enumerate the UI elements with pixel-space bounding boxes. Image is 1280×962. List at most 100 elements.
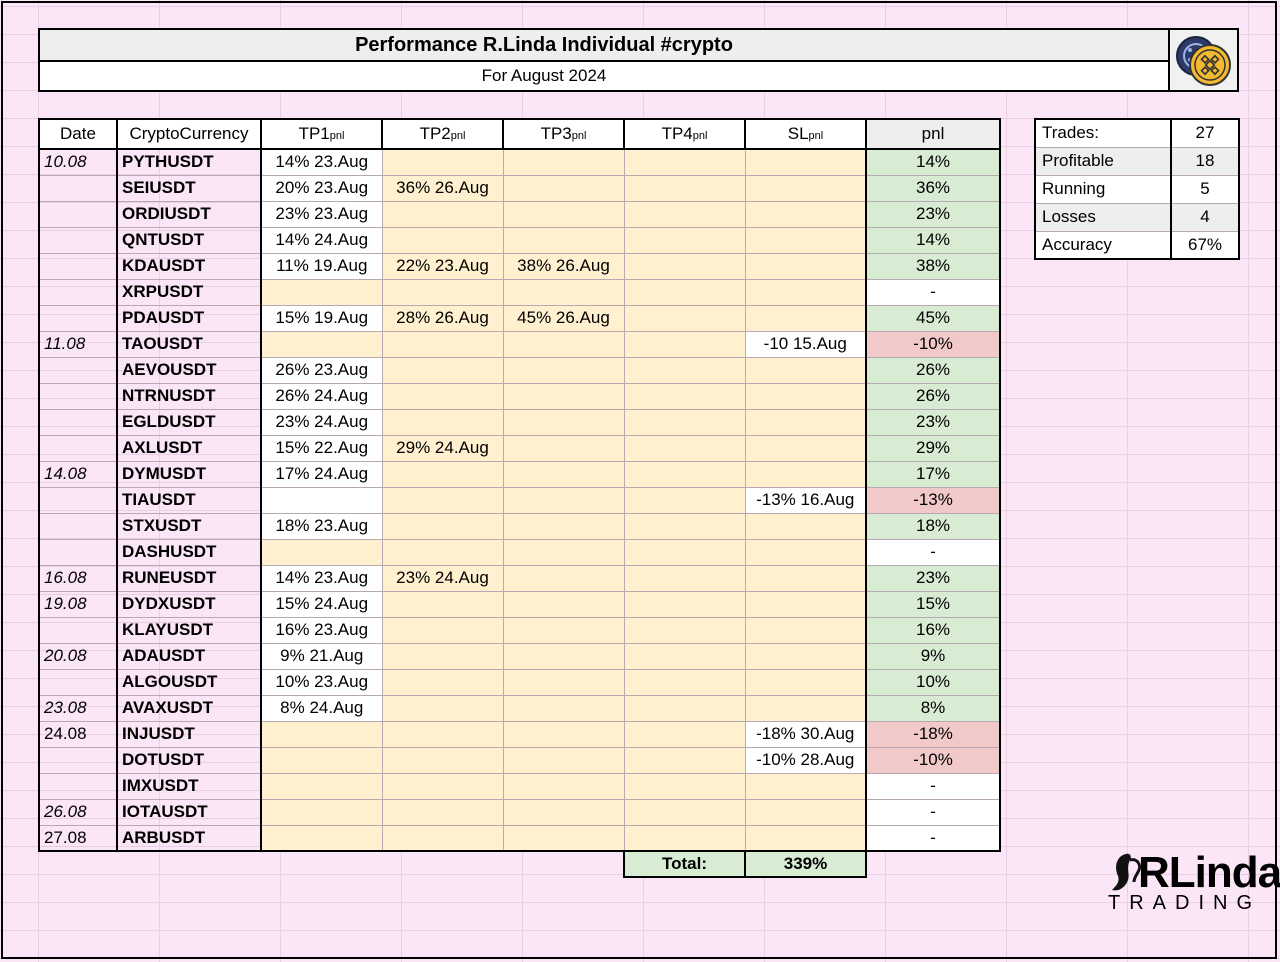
cell-tp1	[260, 278, 383, 306]
cell-tp2	[381, 330, 504, 358]
table-row: ORDIUSDT 23% 23.Aug 23%	[38, 200, 1001, 228]
header-tp3: TP3pnl	[502, 118, 625, 150]
cell-tp1: 14% 23.Aug	[260, 564, 383, 592]
cell-tp4	[623, 512, 746, 540]
cell-tp1	[260, 772, 383, 800]
header-tp4: TP4pnl	[623, 118, 746, 150]
cell-tp3	[502, 720, 625, 748]
table-row: AEVOUSDT 26% 23.Aug 26%	[38, 356, 1001, 384]
cell-sl	[744, 616, 867, 644]
cell-tp2	[381, 772, 504, 800]
stats-row: Trades: 27	[1034, 118, 1240, 148]
cell-pnl: 36%	[865, 174, 1001, 202]
cell-tp1	[260, 824, 383, 852]
cell-coin: INJUSDT	[116, 720, 262, 748]
cell-tp1	[260, 798, 383, 826]
cell-date: 14.08	[38, 460, 118, 488]
cell-tp3: 45% 26.Aug	[502, 304, 625, 332]
cell-date	[38, 226, 118, 254]
cell-tp2	[381, 486, 504, 514]
cell-date	[38, 382, 118, 410]
cell-tp3	[502, 538, 625, 566]
cell-sl	[744, 252, 867, 280]
cell-sl	[744, 382, 867, 410]
header-tp2: TP2pnl	[381, 118, 504, 150]
cell-tp3	[502, 668, 625, 696]
cell-tp1: 17% 24.Aug	[260, 460, 383, 488]
stats-label: Accuracy	[1034, 230, 1172, 260]
cell-tp1: 15% 19.Aug	[260, 304, 383, 332]
table-row: KDAUSDT 11% 19.Aug 22% 23.Aug 38% 26.Aug 38%	[38, 252, 1001, 280]
cell-sl	[744, 512, 867, 540]
cell-coin: PDAUSDT	[116, 304, 262, 332]
cell-date: 10.08	[38, 148, 118, 176]
cell-sl	[744, 668, 867, 696]
cell-sl: -18% 30.Aug	[744, 720, 867, 748]
cell-tp4	[623, 330, 746, 358]
cell-coin: IMXUSDT	[116, 772, 262, 800]
table-row: 24.08 INJUSDT -18% 30.Aug -18%	[38, 720, 1001, 748]
cell-tp3	[502, 590, 625, 618]
cell-coin: ADAUSDT	[116, 642, 262, 670]
cell-tp1: 16% 23.Aug	[260, 616, 383, 644]
cell-sl	[744, 824, 867, 852]
cell-pnl: 23%	[865, 564, 1001, 592]
cell-tp2	[381, 798, 504, 826]
cell-date	[38, 746, 118, 774]
cell-tp4	[623, 486, 746, 514]
cell-coin: ALGOUSDT	[116, 668, 262, 696]
cell-tp2	[381, 408, 504, 436]
total-spacer	[503, 851, 624, 877]
brand-logo: RLinda TRADING	[1108, 848, 1280, 918]
stats-value: 67%	[1170, 230, 1240, 260]
cell-tp4	[623, 642, 746, 670]
cell-tp3	[502, 486, 625, 514]
table-row: SEIUSDT 20% 23.Aug 36% 26.Aug 36%	[38, 174, 1001, 202]
cell-tp2	[381, 668, 504, 696]
cell-tp2	[381, 226, 504, 254]
cell-sl	[744, 460, 867, 488]
cell-coin: EGLDUSDT	[116, 408, 262, 436]
cell-sl	[744, 200, 867, 228]
cell-tp3	[502, 330, 625, 358]
cell-tp4	[623, 408, 746, 436]
cell-tp1	[260, 720, 383, 748]
cell-coin: SEIUSDT	[116, 174, 262, 202]
total-row: Total: 339%	[39, 850, 1000, 878]
cell-date: 27.08	[38, 824, 118, 852]
cell-coin: ARBUSDT	[116, 824, 262, 852]
cell-date: 11.08	[38, 330, 118, 358]
table-row: NTRNUSDT 26% 24.Aug 26%	[38, 382, 1001, 410]
header-pnl: pnl	[865, 118, 1001, 150]
total-value: 339%	[744, 850, 867, 878]
table-row: TIAUSDT -13% 16.Aug -13%	[38, 486, 1001, 514]
stats-value: 27	[1170, 118, 1240, 148]
cell-tp4	[623, 538, 746, 566]
cell-tp3	[502, 148, 625, 176]
cell-sl	[744, 772, 867, 800]
cell-date	[38, 200, 118, 228]
cell-date: 26.08	[38, 798, 118, 826]
cell-tp3	[502, 460, 625, 488]
stats-row: Losses 4	[1034, 202, 1240, 232]
table-row: PDAUSDT 15% 19.Aug 28% 26.Aug 45% 26.Aug 45%	[38, 304, 1001, 332]
cell-pnl: 18%	[865, 512, 1001, 540]
cell-tp3	[502, 356, 625, 384]
brand-tagline: TRADING	[1108, 892, 1261, 914]
cell-sl	[744, 408, 867, 436]
cell-coin: STXUSDT	[116, 512, 262, 540]
cell-tp2: 36% 26.Aug	[381, 174, 504, 202]
cell-tp3	[502, 512, 625, 540]
cell-tp1: 11% 19.Aug	[260, 252, 383, 280]
cell-tp1	[260, 486, 383, 514]
cell-sl	[744, 174, 867, 202]
binance-coin-icon	[1176, 36, 1231, 86]
cell-date	[38, 616, 118, 644]
cell-pnl: -13%	[865, 486, 1001, 514]
cell-tp4	[623, 824, 746, 852]
cell-tp1: 23% 24.Aug	[260, 408, 383, 436]
cell-pnl: 14%	[865, 148, 1001, 176]
cell-date: 23.08	[38, 694, 118, 722]
table-row: DASHUSDT -	[38, 538, 1001, 566]
